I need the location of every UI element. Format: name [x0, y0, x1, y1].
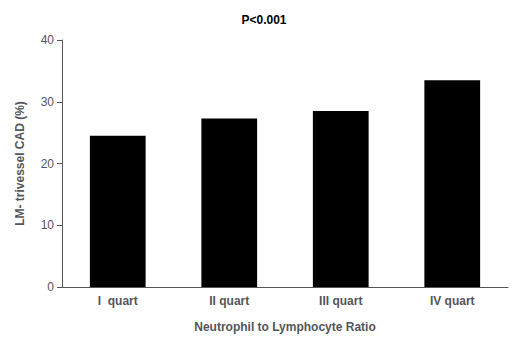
svg-text:I quart: I quart: [98, 294, 138, 308]
svg-text:10: 10: [41, 218, 55, 232]
svg-text:P<0.001: P<0.001: [241, 13, 286, 27]
svg-text:II quart: II quart: [209, 294, 249, 308]
svg-text:0: 0: [47, 280, 54, 294]
svg-text:III quart: III quart: [319, 294, 362, 308]
svg-text:IV quart: IV quart: [430, 294, 475, 308]
svg-text:Neutrophil to Lymphocyte Ratio: Neutrophil to Lymphocyte Ratio: [194, 320, 376, 334]
svg-text:30: 30: [41, 95, 55, 109]
svg-text:LM- trivessel CAD (%): LM- trivessel CAD (%): [13, 101, 27, 226]
svg-text:40: 40: [41, 33, 55, 47]
svg-text:20: 20: [41, 157, 55, 171]
